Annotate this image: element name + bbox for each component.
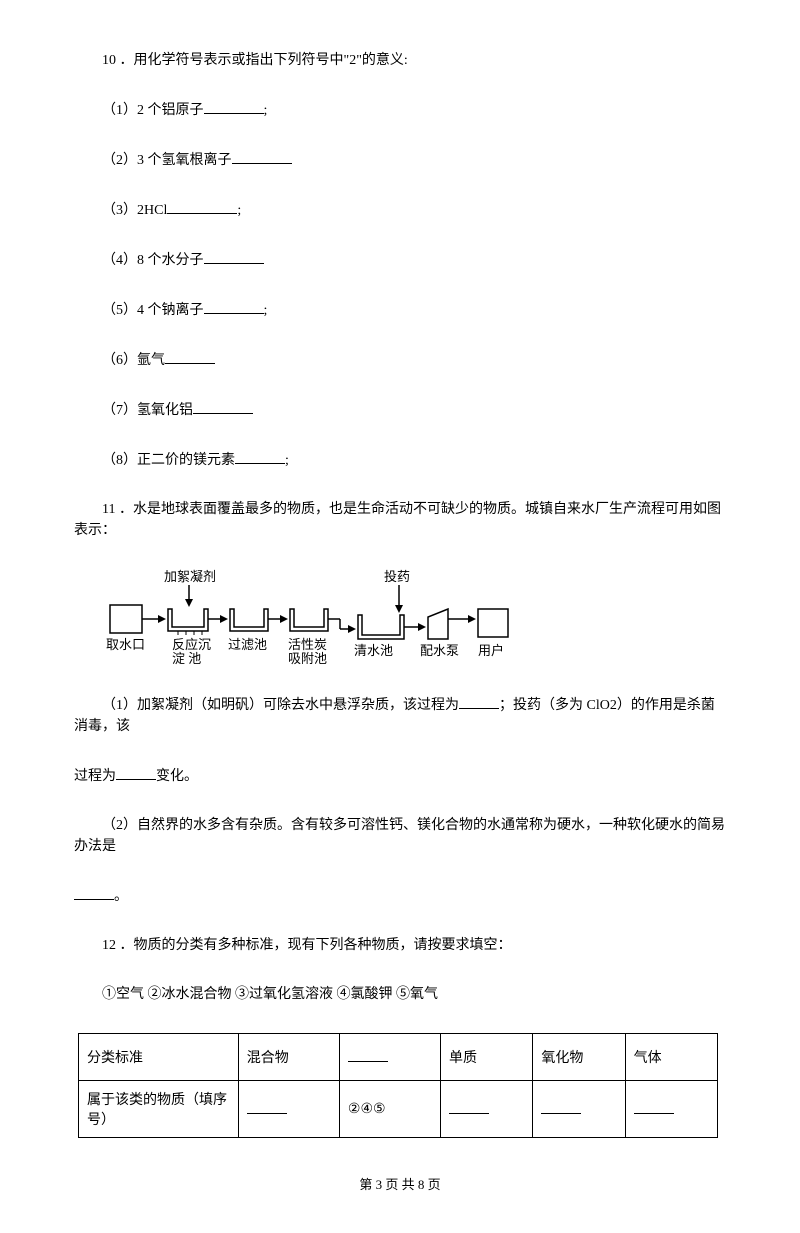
- q10-item-1: （1）2 个铝原子;: [74, 99, 726, 121]
- q10-item-2-text: （2）3 个氢氧根离子: [102, 153, 232, 168]
- label-n2b: 淀 池: [172, 651, 201, 666]
- q10-item-6-text: （6）氩气: [102, 353, 165, 368]
- q11-p2b: 。: [114, 889, 128, 904]
- label-n7: 用户: [478, 643, 504, 658]
- semi: ;: [285, 453, 289, 468]
- blank: [193, 399, 253, 414]
- blank: [235, 449, 285, 464]
- cell-oxide: 氧化物: [533, 1034, 625, 1081]
- blank: [247, 1099, 287, 1114]
- q10-item-5-text: （5）4 个钠离子: [102, 303, 204, 318]
- label-n2a: 反应沉: [172, 637, 211, 652]
- q11-p1-line2: 过程为 变化。: [74, 765, 726, 787]
- q11-p2-line2: 。: [74, 885, 726, 907]
- blank: [204, 249, 264, 264]
- q11-stem: 11 ．水是地球表面覆盖最多的物质，也是生命活动不可缺少的物质。城镇自来水厂生产…: [74, 499, 726, 541]
- q10-item-1-text: （1）2 个铝原子: [102, 103, 204, 118]
- q11-p1d: 变化。: [156, 769, 198, 784]
- cell-blank: [238, 1081, 339, 1138]
- blank: [165, 349, 215, 364]
- blank: [204, 299, 264, 314]
- q10-item-4: （4）8 个水分子: [74, 249, 726, 271]
- page: 10 ．用化学符号表示或指出下列符号中"2"的意义: （1）2 个铝原子; （2…: [0, 0, 800, 1233]
- q10-item-7: （7）氢氧化铝: [74, 399, 726, 421]
- blank: [74, 885, 114, 900]
- q10-item-8-text: （8）正二价的镁元素: [102, 453, 235, 468]
- label-n3: 过滤池: [228, 637, 267, 652]
- label-n4b: 吸附池: [288, 651, 327, 666]
- blank: [634, 1099, 674, 1114]
- cell-row2-label: 属于该类的物质（填序号）: [79, 1081, 239, 1138]
- classification-table: 分类标准 混合物 单质 氧化物 气体 属于该类的物质（填序号） ②④⑤: [78, 1033, 718, 1138]
- q12-stem: 12 ．物质的分类有多种标准，现有下列各种物质，请按要求填空：: [74, 935, 726, 956]
- water-plant-diagram: 加絮凝剂 取水口 反应沉 淀 池 过滤池: [104, 569, 726, 674]
- q12-options: ①空气 ②冰水混合物 ③过氧化氢溶液 ④氯酸钾 ⑤氧气: [74, 984, 726, 1005]
- label-n1: 取水口: [106, 637, 145, 652]
- q11-p1c: 过程为: [74, 769, 116, 784]
- label-n4a: 活性炭: [288, 637, 327, 652]
- table-row: 属于该类的物质（填序号） ②④⑤: [79, 1081, 718, 1138]
- cell-header-label: 分类标准: [79, 1034, 239, 1081]
- blank: [459, 694, 499, 709]
- label-top1: 加絮凝剂: [164, 569, 216, 584]
- blank: [232, 149, 292, 164]
- cell-row2-val: ②④⑤: [339, 1081, 440, 1138]
- table-row: 分类标准 混合物 单质 氧化物 气体: [79, 1034, 718, 1081]
- q10-item-6: （6）氩气: [74, 349, 726, 371]
- q11-p2a: （2）自然界的水多含有杂质。含有较多可溶性钙、镁化合物的水通常称为硬水，一种软化…: [74, 818, 725, 854]
- semi: ;: [264, 103, 268, 118]
- blank: [204, 99, 264, 114]
- q10-item-4-text: （4）8 个水分子: [102, 253, 204, 268]
- q11-p2-line1: （2）自然界的水多含有杂质。含有较多可溶性钙、镁化合物的水通常称为硬水，一种软化…: [74, 815, 726, 857]
- blank: [449, 1099, 489, 1114]
- q11-p1a: （1）加絮凝剂（如明矾）可除去水中悬浮杂质，该过程为: [102, 698, 459, 713]
- q10-item-2: （2）3 个氢氧根离子: [74, 149, 726, 171]
- blank: [348, 1047, 388, 1062]
- semi: ;: [264, 303, 268, 318]
- blank: [116, 765, 156, 780]
- blank: [541, 1099, 581, 1114]
- cell-blank: [441, 1081, 533, 1138]
- q11-p1-line1: （1）加絮凝剂（如明矾）可除去水中悬浮杂质，该过程为；投药（多为 ClO2）的作…: [74, 694, 726, 737]
- cell-blank: [533, 1081, 625, 1138]
- q10-item-5: （5）4 个钠离子;: [74, 299, 726, 321]
- q10-stem: 10 ．用化学符号表示或指出下列符号中"2"的意义:: [74, 50, 726, 71]
- q10-item-8: （8）正二价的镁元素;: [74, 449, 726, 471]
- label-top2: 投药: [384, 569, 410, 584]
- q10-item-3: （3）2HCl;: [74, 199, 726, 221]
- q10-item-7-text: （7）氢氧化铝: [102, 403, 193, 418]
- cell-element: 单质: [441, 1034, 533, 1081]
- semi: ;: [237, 203, 241, 218]
- cell-blank-header: [339, 1034, 440, 1081]
- cell-blank: [625, 1081, 717, 1138]
- blank: [167, 199, 237, 214]
- cell-mixture: 混合物: [238, 1034, 339, 1081]
- q10-item-3-text: （3）2HCl: [102, 203, 167, 218]
- cell-gas: 气体: [625, 1034, 717, 1081]
- label-n6: 配水泵: [420, 643, 459, 658]
- label-n5: 清水池: [354, 643, 393, 658]
- page-footer: 第 3 页 共 8 页: [74, 1174, 726, 1193]
